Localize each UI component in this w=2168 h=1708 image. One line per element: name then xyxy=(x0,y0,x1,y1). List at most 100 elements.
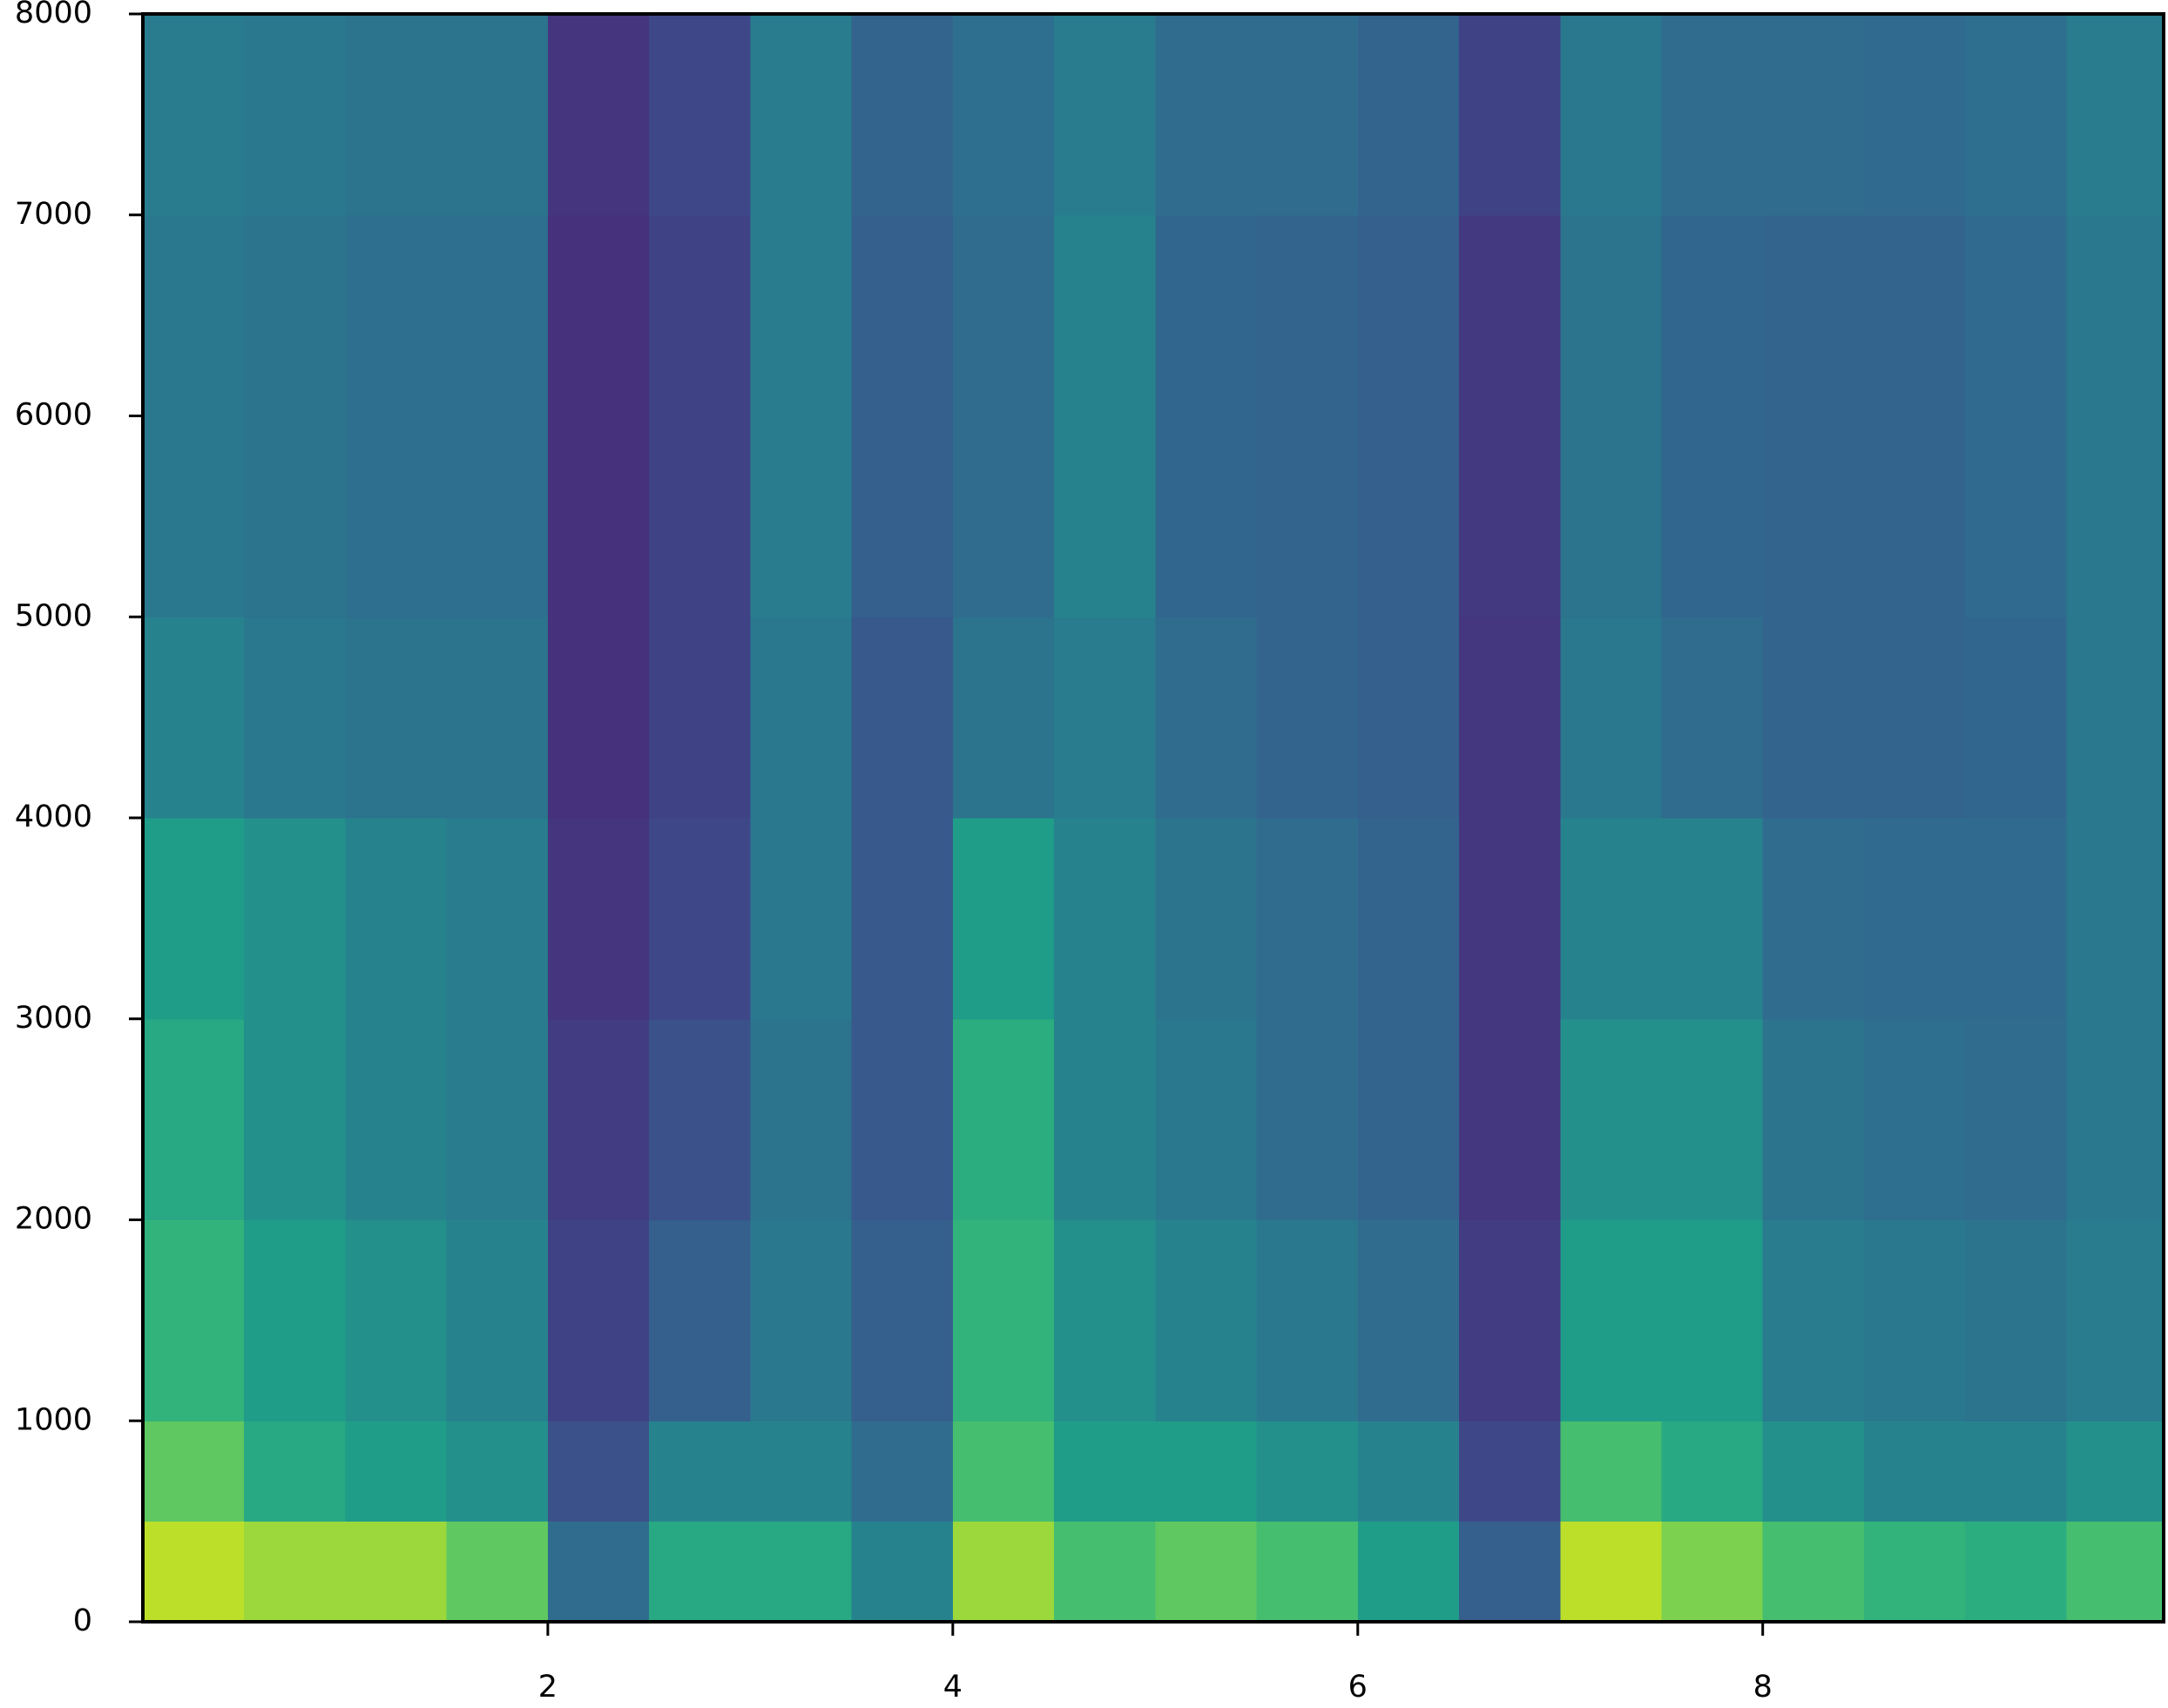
cell xyxy=(244,1521,346,1623)
cell xyxy=(1054,1018,1156,1220)
cell xyxy=(1863,1521,1966,1623)
cell xyxy=(1256,415,1359,618)
cell xyxy=(1256,1521,1359,1623)
cell xyxy=(851,14,954,216)
cell xyxy=(649,415,751,618)
cell xyxy=(1256,617,1359,819)
cell xyxy=(750,1521,853,1623)
cell xyxy=(1762,214,1865,416)
cell xyxy=(1661,214,1764,416)
cell xyxy=(1965,1219,2067,1421)
y-tick-label: 8000 xyxy=(15,0,92,30)
cell xyxy=(244,617,346,819)
cell xyxy=(345,1521,448,1623)
cell xyxy=(1357,818,1460,1020)
cell xyxy=(1155,1421,1258,1522)
cell xyxy=(1560,1421,1662,1522)
cell xyxy=(143,617,245,819)
cell xyxy=(143,1219,245,1421)
cell xyxy=(750,214,853,416)
cell xyxy=(1762,415,1865,618)
y-tick-label: 3000 xyxy=(15,1001,92,1036)
cell xyxy=(1155,1219,1258,1421)
cell xyxy=(345,1219,448,1421)
cell xyxy=(1560,14,1662,216)
cell xyxy=(1256,14,1359,216)
cell xyxy=(1155,14,1258,216)
cell xyxy=(143,1018,245,1220)
cell xyxy=(1357,214,1460,416)
cell xyxy=(1965,415,2067,618)
x-tick-label: 6 xyxy=(1348,1670,1368,1705)
cell xyxy=(952,617,1055,819)
cell xyxy=(244,415,346,618)
cell xyxy=(2066,1219,2165,1421)
cell xyxy=(1459,1421,1561,1522)
cell xyxy=(952,818,1055,1020)
cell xyxy=(1256,1421,1359,1522)
cell xyxy=(1762,818,1865,1020)
cell xyxy=(1762,1219,1865,1421)
cell xyxy=(345,818,448,1020)
cell xyxy=(851,818,954,1020)
cell xyxy=(244,14,346,216)
cell xyxy=(1054,617,1156,819)
cell xyxy=(1965,818,2067,1020)
cell xyxy=(244,214,346,416)
cell xyxy=(1965,1018,2067,1220)
cell xyxy=(1459,415,1561,618)
y-tick-label: 6000 xyxy=(15,398,92,433)
cell xyxy=(2066,1421,2165,1522)
y-tick-label: 7000 xyxy=(15,197,92,232)
cell xyxy=(1762,617,1865,819)
cell xyxy=(1459,617,1561,819)
cell xyxy=(1661,1521,1764,1623)
cell xyxy=(1863,14,1966,216)
cell xyxy=(851,1521,954,1623)
cell xyxy=(244,1219,346,1421)
cell xyxy=(446,214,549,416)
cell xyxy=(2066,1521,2165,1623)
cell xyxy=(1459,14,1561,216)
cell xyxy=(851,415,954,618)
cell xyxy=(2066,818,2165,1020)
cell xyxy=(1155,214,1258,416)
cell xyxy=(750,617,853,819)
cell xyxy=(1459,1018,1561,1220)
cell xyxy=(1863,617,1966,819)
cell xyxy=(1863,1219,1966,1421)
cell xyxy=(547,1521,650,1623)
cell xyxy=(547,818,650,1020)
cell xyxy=(649,617,751,819)
cell xyxy=(952,1018,1055,1220)
cell xyxy=(750,818,853,1020)
y-tick-label: 0 xyxy=(73,1603,92,1638)
cell xyxy=(851,214,954,416)
cell xyxy=(1054,1421,1156,1522)
cell xyxy=(345,415,448,618)
x-tick-label: 8 xyxy=(1753,1670,1773,1705)
cell xyxy=(1054,415,1156,618)
cell xyxy=(1054,14,1156,216)
cell xyxy=(851,1018,954,1220)
cell xyxy=(143,415,245,618)
cell xyxy=(143,1521,245,1623)
cell xyxy=(446,617,549,819)
cell xyxy=(1661,1421,1764,1522)
cell xyxy=(851,617,954,819)
y-tick-label: 5000 xyxy=(15,598,92,633)
cell xyxy=(446,1521,549,1623)
cell xyxy=(345,1018,448,1220)
cell xyxy=(1965,214,2067,416)
cell xyxy=(244,1018,346,1220)
cell xyxy=(1054,1521,1156,1623)
cell xyxy=(750,14,853,216)
cell xyxy=(649,1219,751,1421)
cell xyxy=(1965,14,2067,216)
cell xyxy=(1155,617,1258,819)
cell xyxy=(1863,1018,1966,1220)
cell xyxy=(1965,1521,2067,1623)
cell xyxy=(446,14,549,216)
cell xyxy=(1560,1521,1662,1623)
